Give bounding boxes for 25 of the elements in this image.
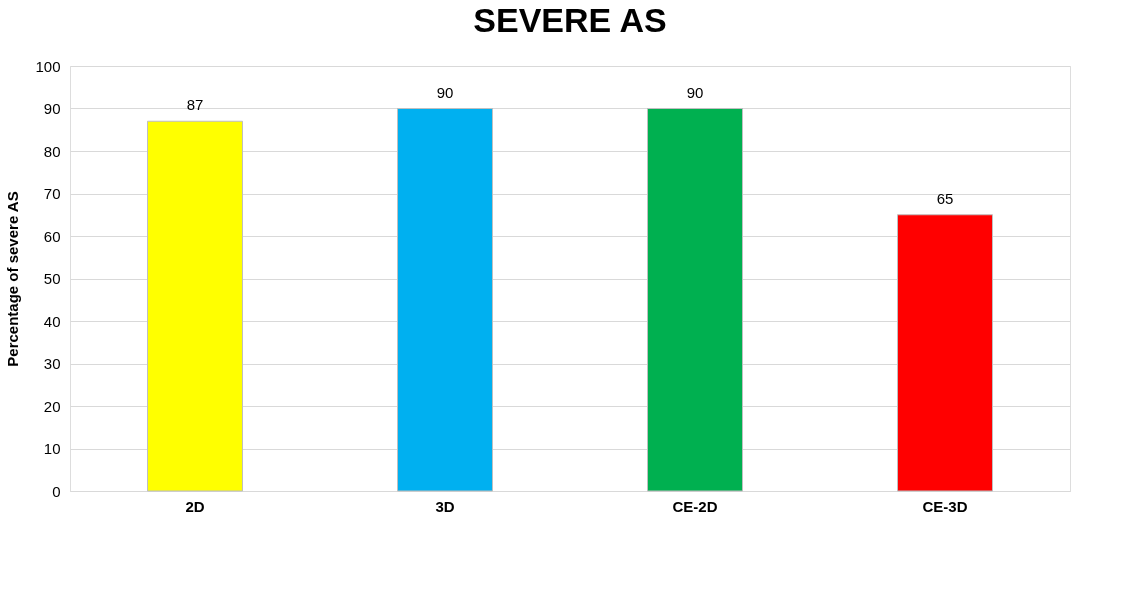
y-tick-label: 80 — [43, 142, 61, 160]
chart-title: SEVERE AS — [473, 1, 667, 39]
bar — [897, 214, 993, 492]
x-tick-label: 2D — [185, 497, 205, 515]
y-tick-label: 60 — [43, 227, 61, 245]
y-tick-label: 10 — [43, 440, 61, 457]
y-tick-label: 20 — [43, 397, 61, 415]
x-tick-label: CE-3D — [922, 497, 968, 515]
x-tick-label: 3D — [435, 497, 455, 515]
y-axis-title: Percentage of severe AS — [4, 191, 22, 367]
data-label: 65 — [936, 189, 954, 207]
y-tick-label: 0 — [52, 482, 61, 500]
y-tick-label: 50 — [43, 270, 61, 287]
data-label: 90 — [436, 83, 454, 101]
bar — [647, 108, 743, 492]
data-label: 90 — [686, 83, 704, 101]
x-tick-label: CE-2D — [672, 497, 718, 515]
y-tick-label: 100 — [35, 57, 61, 75]
data-label: 87 — [186, 96, 204, 114]
bar — [147, 120, 243, 492]
y-tick-label: 70 — [43, 185, 61, 202]
bar — [397, 108, 493, 492]
y-tick-label: 90 — [43, 100, 61, 117]
y-tick-label: 30 — [43, 355, 61, 372]
y-tick-label: 40 — [43, 312, 61, 330]
